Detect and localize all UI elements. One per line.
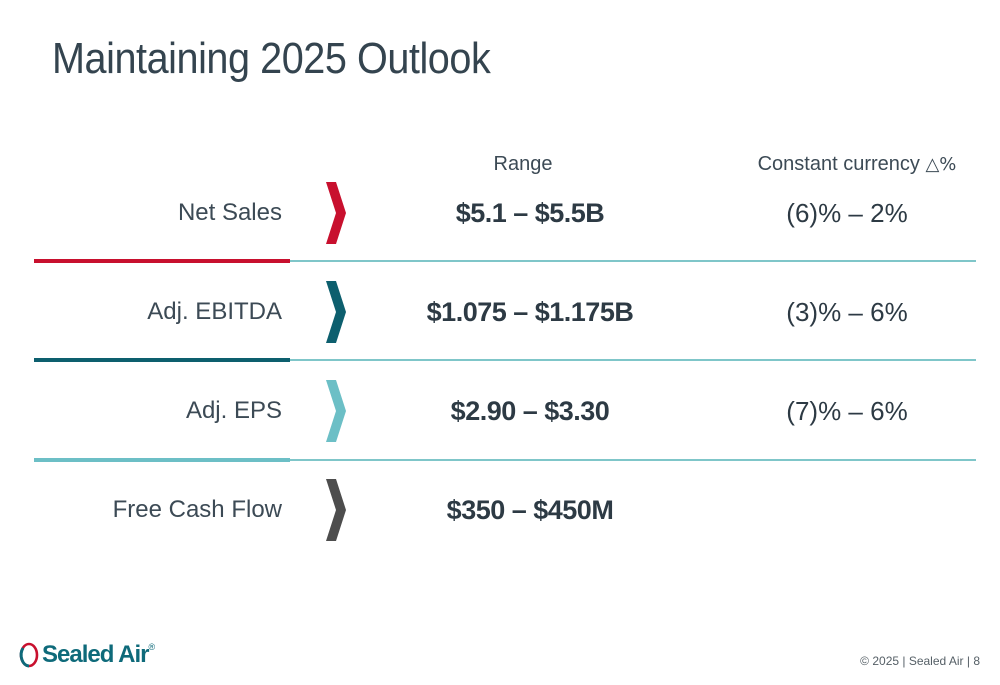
registered-mark: ® — [148, 642, 156, 652]
chevron-right-icon — [326, 380, 346, 442]
range-value: $5.1 – $5.5B — [455, 198, 605, 228]
row-label: Adj. EPS — [185, 397, 282, 424]
footer-copyright: © 2025 | Sealed Air | 8 — [860, 654, 980, 668]
sealed-air-ring-icon — [19, 642, 39, 668]
row-label: Adj. EBITDA — [147, 298, 282, 325]
range-value: $1.075 – $1.175B — [426, 297, 634, 327]
sealed-air-logo: Sealed Air ® — [18, 638, 155, 672]
outlook-row-free-cash-flow: Free Cash Flow $350 – $450M — [0, 479, 1000, 570]
constant-currency-value: (3)% – 6% — [786, 297, 908, 327]
range-value: $2.90 – $3.30 — [450, 396, 610, 426]
outlook-row-adj-ebitda: Adj. EBITDA $1.075 – $1.175B (3)% – 6% — [0, 281, 1000, 372]
row-separator — [34, 458, 976, 462]
constant-currency-column-header: Constant currency △% — [758, 153, 957, 176]
row-separator — [34, 358, 976, 362]
delta-percent-symbol: △% — [925, 154, 957, 175]
row-label: Net Sales — [177, 199, 282, 226]
row-label: Free Cash Flow — [112, 496, 282, 523]
chevron-right-icon — [326, 281, 346, 343]
range-value: $350 – $450M — [446, 495, 614, 525]
chevron-right-icon — [326, 479, 346, 541]
constant-currency-value: (6)% – 2% — [786, 198, 908, 228]
chevron-right-icon — [326, 182, 346, 244]
logo-text: Sealed Air — [42, 641, 149, 668]
outlook-row-adj-eps: Adj. EPS $2.90 – $3.30 (7)% – 6% — [0, 380, 1000, 471]
row-separator — [34, 259, 976, 263]
outlook-row-net-sales: Net Sales $5.1 – $5.5B (6)% – 2% — [0, 182, 1000, 273]
page-title: Maintaining 2025 Outlook — [52, 34, 491, 83]
constant-currency-header-text: Constant currency — [757, 153, 920, 175]
constant-currency-value: (7)% – 6% — [786, 396, 908, 426]
range-column-header: Range — [493, 153, 553, 175]
